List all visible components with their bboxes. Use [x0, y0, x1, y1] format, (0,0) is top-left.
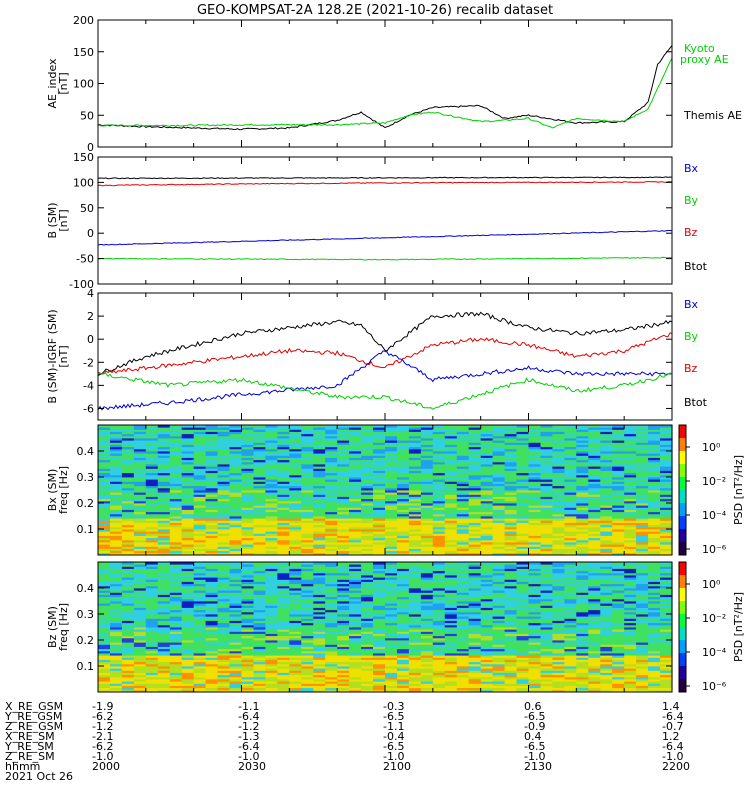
y-tick-label: 50 — [80, 109, 94, 122]
y-tick-label: 100 — [73, 78, 94, 91]
legend-entry: Btot — [684, 396, 708, 409]
y-tick-label: -2 — [83, 356, 94, 369]
series-line-btot — [98, 177, 672, 179]
series-line-by — [98, 373, 672, 409]
colorbar-segment — [679, 529, 686, 543]
y-tick-label: -4 — [83, 379, 94, 392]
colorbar-segment — [679, 503, 686, 517]
y-axis-label: [nT] — [57, 72, 70, 94]
y-tick-label: 2 — [87, 310, 94, 323]
colorbar-tick-label: 10⁻² — [702, 475, 726, 488]
colorbar-tick-label: 10⁻⁶ — [702, 543, 727, 556]
legend-entry: Bx — [684, 298, 699, 311]
colorbar-segment — [679, 438, 686, 452]
series-line-bz — [98, 182, 672, 186]
series-line-themis-ae — [98, 45, 672, 129]
legend-entry: Bz — [684, 226, 698, 239]
legend-entry: Bx — [684, 162, 699, 175]
colorbar-segment — [679, 477, 686, 491]
series-line-bx — [98, 351, 672, 410]
legend-entry: proxy AE — [680, 53, 729, 66]
y-tick-label: 0 — [87, 333, 94, 346]
series-line-bz — [98, 333, 672, 374]
colorbar-segment — [679, 425, 686, 439]
chart-title: GEO-KOMPSAT-2A 128.2E (2021-10-26) recal… — [197, 3, 553, 18]
series-line-btot — [98, 312, 672, 375]
y-tick-label: 0.4 — [77, 445, 95, 458]
series-line-by — [98, 257, 672, 260]
y-tick-label: -50 — [76, 253, 94, 266]
colorbar-segment — [679, 451, 686, 465]
y-tick-label: 150 — [73, 46, 94, 59]
colorbar-segment — [679, 464, 686, 478]
colorbar-tick-label: 10⁰ — [702, 441, 721, 454]
y-tick-label: 200 — [73, 14, 94, 27]
y-axis-label: freq [Hz] — [57, 466, 70, 514]
legend-entry: Bz — [684, 362, 698, 375]
legend-entry: By — [684, 194, 699, 207]
y-tick-label: 0.1 — [77, 523, 95, 536]
colorbar-segment — [679, 542, 686, 556]
y-tick-label: 4 — [87, 287, 94, 300]
plot-frame — [98, 293, 672, 420]
series-line-kyoto-proxy-ae — [98, 58, 672, 128]
colorbar-segment — [679, 516, 686, 530]
y-tick-label: 50 — [80, 202, 94, 215]
colorbar-segment — [679, 490, 686, 504]
colorbar-label: PSD [nT²/Hz] — [732, 455, 745, 525]
legend-entry: Btot — [684, 260, 708, 273]
series-line-bx — [98, 231, 672, 246]
legend-entry: Themis AE — [683, 109, 742, 122]
colorbar-tick-label: 10⁻⁴ — [702, 509, 727, 522]
y-axis-label: [nT] — [57, 345, 70, 367]
y-tick-label: 0.2 — [77, 497, 95, 510]
y-tick-label: -6 — [83, 402, 94, 415]
y-tick-label: 0 — [87, 227, 94, 240]
legend-entry: By — [684, 330, 699, 343]
y-tick-label: 0.3 — [77, 471, 95, 484]
y-tick-label: 150 — [73, 151, 94, 164]
y-axis-label: [nT] — [57, 209, 70, 231]
plot-frame — [98, 157, 672, 284]
y-tick-label: 100 — [73, 176, 94, 189]
